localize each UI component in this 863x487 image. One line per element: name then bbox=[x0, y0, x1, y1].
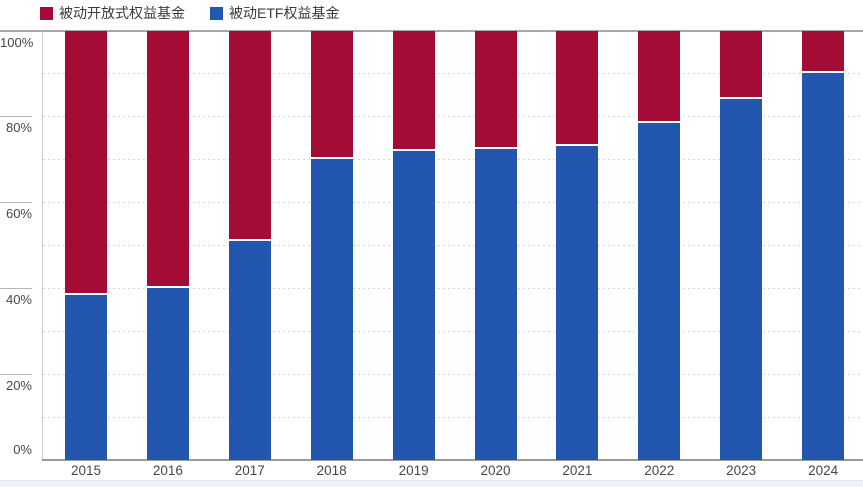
bar-2023-open-end-segment bbox=[720, 30, 763, 98]
gridline-50-percent bbox=[43, 245, 863, 247]
bar-2024-etf-segment bbox=[802, 73, 845, 460]
bar-2016-open-end-segment bbox=[146, 30, 189, 287]
bar-2020-open-end-segment bbox=[474, 30, 517, 147]
x-axis-label-2023: 2023 bbox=[726, 463, 757, 478]
x-axis-label-2022: 2022 bbox=[644, 463, 675, 478]
y-tick-60 bbox=[0, 202, 32, 204]
gridline-30-percent bbox=[43, 331, 863, 333]
legend-label-passive-open-end: 被动开放式权益基金 bbox=[59, 5, 185, 21]
legend-label-passive-etf: 被动ETF权益基金 bbox=[229, 5, 340, 21]
x-axis-label-2016: 2016 bbox=[152, 463, 183, 478]
bar-2024-open-end-segment bbox=[802, 30, 845, 72]
y-tick-20 bbox=[0, 374, 32, 376]
y-axis-label-100: 100% bbox=[0, 34, 34, 50]
bar-2018-etf-segment bbox=[310, 159, 353, 460]
y-axis-label-80: 80% bbox=[5, 120, 32, 136]
bar-2018-open-end-segment bbox=[310, 30, 353, 158]
bar-2023-etf-segment bbox=[720, 99, 763, 460]
bar-2015-etf-segment bbox=[65, 294, 107, 460]
x-axis-label-2024: 2024 bbox=[808, 463, 839, 478]
bar-2015-open-end-segment bbox=[65, 30, 107, 293]
x-axis-label-2021: 2021 bbox=[562, 463, 593, 478]
x-axis-label-2018: 2018 bbox=[316, 463, 347, 478]
bar-2016-etf-segment bbox=[146, 288, 189, 460]
bottom-strip bbox=[0, 480, 863, 487]
gridline-40-percent bbox=[43, 288, 863, 290]
bar-2022-etf-segment bbox=[638, 122, 681, 460]
y-axis-line bbox=[42, 31, 43, 460]
bar-2019-etf-segment bbox=[392, 150, 435, 460]
gridline-60-percent bbox=[43, 202, 863, 204]
x-axis-label-2017: 2017 bbox=[234, 463, 265, 478]
chart-legend: 被动开放式权益基金 被动ETF权益基金 bbox=[40, 5, 339, 21]
y-axis-label-0: 0% bbox=[13, 442, 32, 457]
y-axis-label-40: 40% bbox=[5, 292, 32, 308]
x-axis-label-2020: 2020 bbox=[480, 463, 511, 478]
legend-item-passive-open-end: 被动开放式权益基金 bbox=[40, 5, 185, 21]
legend-swatch-blue bbox=[210, 6, 223, 20]
x-axis-label-2015: 2015 bbox=[70, 463, 102, 478]
gridline-20-percent bbox=[43, 374, 863, 376]
gridline-80-percent bbox=[43, 116, 863, 118]
bar-2021-open-end-segment bbox=[556, 30, 599, 145]
legend-swatch-red bbox=[40, 6, 53, 20]
bar-2021-etf-segment bbox=[556, 146, 599, 460]
gridline-90-percent bbox=[43, 73, 863, 75]
bar-2017-open-end-segment bbox=[228, 30, 271, 239]
y-axis-label-60: 60% bbox=[5, 206, 32, 222]
x-axis-label-2019: 2019 bbox=[398, 463, 429, 478]
x-axis-line bbox=[42, 459, 863, 461]
y-axis-label-20: 20% bbox=[5, 378, 32, 394]
bar-2019-open-end-segment bbox=[392, 30, 435, 149]
gridline-70-percent bbox=[43, 159, 863, 161]
gridline-10-percent bbox=[43, 417, 863, 419]
y-tick-40 bbox=[0, 288, 32, 290]
y-tick-80 bbox=[0, 116, 32, 118]
legend-item-passive-etf: 被动ETF权益基金 bbox=[210, 5, 339, 21]
bar-2022-open-end-segment bbox=[638, 30, 681, 121]
bar-2017-etf-segment bbox=[228, 240, 271, 460]
bar-2020-etf-segment bbox=[474, 148, 517, 460]
